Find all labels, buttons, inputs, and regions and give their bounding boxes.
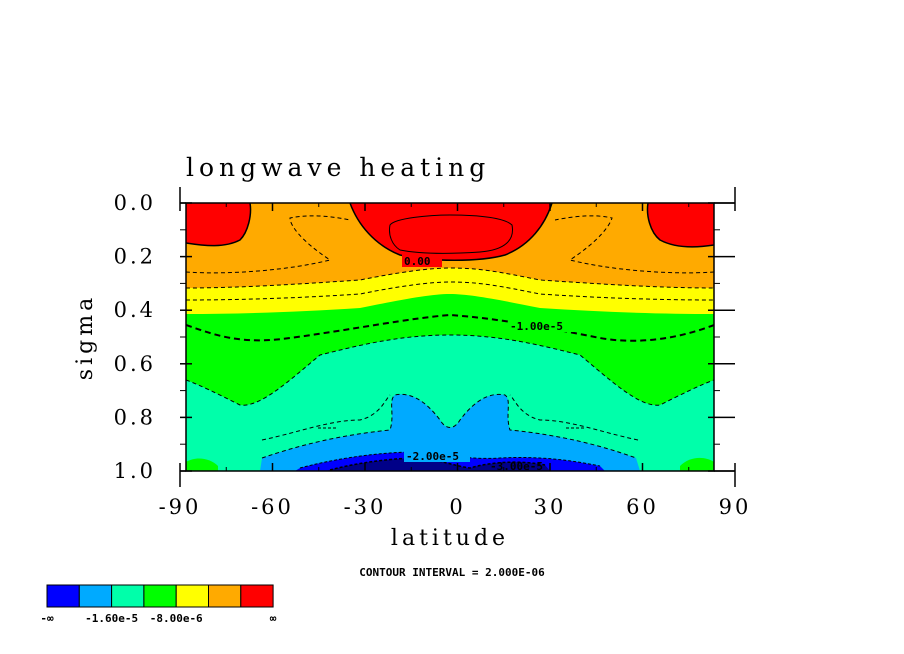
- contour-label-0: 0.00: [404, 255, 431, 268]
- chart-title: longwave heating: [186, 153, 490, 182]
- tick-layer: -90 -60 -30 0 30 60 90 0.0 0.2 0.4 0.6 0.8 1.0: [114, 191, 752, 519]
- x-tick-label: -60: [251, 495, 294, 519]
- x-tick-label: 0: [449, 495, 465, 519]
- y-tick-label: 0.4: [114, 298, 156, 322]
- region-light-blue-core: [260, 394, 640, 471]
- x-tick-label: 60: [626, 495, 659, 519]
- contour-lines: [186, 203, 714, 471]
- colorbar-swatch: [46, 584, 80, 608]
- contour-label-1: -1.00e-5: [510, 320, 563, 333]
- colorbar-label: -1.60e-5: [85, 612, 138, 625]
- x-axis-label: latitude: [391, 526, 509, 551]
- colorbar-swatch: [240, 584, 274, 608]
- region-teal-band: [186, 335, 714, 471]
- x-tick-label: -90: [159, 495, 202, 519]
- colorbar-swatch: [208, 584, 242, 608]
- y-tick-label: 0.2: [114, 245, 156, 269]
- colorbar-label: ∞: [270, 612, 277, 625]
- colorbar: -∞ -1.60e-5 -8.00e-6 ∞: [40, 584, 277, 625]
- contour-label-bg-2: [404, 449, 470, 462]
- colorbar-swatch: [111, 584, 145, 608]
- contour-label-bg-0: [402, 254, 442, 267]
- colorbar-swatch: [143, 584, 177, 608]
- region-navy-core: [325, 458, 550, 471]
- y-tick-label: 1.0: [114, 459, 156, 483]
- contour-interval-note: CONTOUR INTERVAL = 2.000E-06: [359, 566, 545, 579]
- colorbar-swatch: [175, 584, 209, 608]
- colorbar-label: -∞: [40, 612, 54, 625]
- y-tick-label: 0.6: [114, 352, 156, 376]
- x-tick-label: 90: [719, 495, 752, 519]
- y-tick-label: 0.0: [114, 191, 156, 215]
- y-axis-label: sigma: [73, 294, 98, 380]
- contour-label-2: -2.00e-5: [406, 450, 459, 463]
- contour-fills: 0.00 -1.00e-5 -2.00e-5 -3.00e-5: [186, 203, 714, 473]
- colorbar-label: -8.00e-6: [150, 612, 203, 625]
- y-tick-label: 0.8: [114, 405, 156, 429]
- region-green-spot-left: [186, 458, 218, 471]
- region-red-polar-left: [186, 203, 251, 246]
- contour-label-bg-1: [508, 319, 578, 332]
- colorbar-swatch: [78, 584, 113, 608]
- contour-label-3: -3.00e-5: [490, 460, 543, 473]
- region-red-equatorial: [350, 203, 552, 261]
- region-red-polar-right: [647, 203, 714, 247]
- x-tick-label: 30: [534, 495, 567, 519]
- x-tick-label: -30: [344, 495, 387, 519]
